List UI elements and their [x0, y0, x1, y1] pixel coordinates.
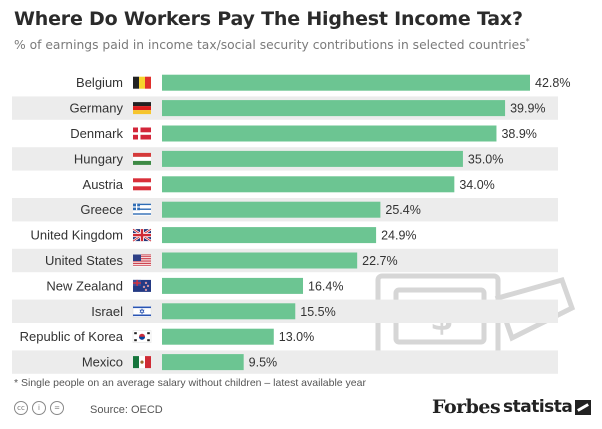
hungary-flag-icon: [133, 152, 151, 165]
chart-subtitle: % of earnings paid in income tax/social …: [14, 37, 530, 52]
category-label: New Zealand: [46, 278, 123, 293]
category-label: United Kingdom: [31, 228, 124, 243]
value-label: 9.5%: [249, 356, 278, 370]
category-label: Denmark: [70, 126, 123, 141]
creative-commons-icon[interactable]: cc: [14, 401, 28, 415]
israel-flag-icon: [132, 305, 152, 318]
category-label: Austria: [83, 177, 124, 192]
value-label: 38.9%: [501, 127, 536, 141]
bar-denmark[interactable]: [162, 125, 497, 142]
austria-flag-icon: [133, 178, 151, 191]
source-label: Source: OECD: [90, 404, 163, 416]
bar-republic-of-korea[interactable]: [162, 328, 274, 345]
value-label: 22.7%: [362, 254, 397, 268]
value-label: 16.4%: [308, 279, 343, 293]
subtitle-footnote-mark: *: [525, 37, 530, 46]
bar-united-states[interactable]: [162, 252, 358, 269]
statista-mark-icon: [575, 399, 592, 415]
category-label: United States: [45, 253, 124, 268]
license-icons: cc i =: [14, 401, 64, 415]
new-zealand-flag-icon: [133, 279, 151, 292]
bar-israel[interactable]: [162, 303, 296, 320]
bar-greece[interactable]: [162, 201, 381, 218]
value-label: 39.9%: [510, 102, 545, 116]
bar-hungary[interactable]: [162, 150, 463, 167]
value-label: 13.0%: [279, 330, 314, 344]
category-label: Belgium: [76, 75, 123, 90]
bar-united-kingdom[interactable]: [162, 227, 377, 244]
bar-austria[interactable]: [162, 176, 455, 193]
attribution-icon[interactable]: i: [32, 401, 46, 415]
korea-flag-icon: [132, 330, 152, 343]
category-label: Hungary: [74, 151, 124, 166]
value-label: 35.0%: [468, 152, 503, 166]
united-kingdom-flag-icon: [132, 228, 152, 243]
no-derivatives-icon[interactable]: =: [50, 401, 64, 415]
category-label: Mexico: [82, 355, 123, 370]
value-label: 24.9%: [381, 229, 416, 243]
value-label: 42.8%: [535, 76, 570, 90]
statista-logo-text: statista: [503, 397, 573, 417]
category-label: Israel: [91, 304, 123, 319]
bar-mexico[interactable]: [162, 354, 244, 371]
denmark-flag-icon: [133, 127, 151, 140]
united-states-flag-icon: [133, 254, 151, 267]
category-label: Republic of Korea: [20, 329, 124, 344]
footnote: * Single people on an average salary wit…: [14, 377, 366, 389]
belgium-flag-icon: [133, 76, 151, 89]
greece-flag-icon: [133, 203, 151, 216]
value-label: 34.0%: [459, 178, 494, 192]
forbes-logo[interactable]: Forbes: [432, 396, 501, 418]
chart-title: Where Do Workers Pay The Highest Income …: [14, 8, 523, 30]
category-label: Germany: [70, 101, 124, 116]
bar-germany[interactable]: [162, 100, 506, 117]
bar-belgium[interactable]: [162, 74, 530, 91]
germany-flag-icon: [133, 102, 151, 115]
statista-logo[interactable]: statista: [503, 397, 592, 417]
bar-new-zealand[interactable]: [162, 277, 304, 294]
subtitle-text: % of earnings paid in income tax/social …: [14, 38, 526, 53]
value-label: 25.4%: [385, 203, 420, 217]
mexico-flag-icon: [133, 356, 151, 369]
category-label: Greece: [80, 202, 123, 217]
value-label: 15.5%: [300, 305, 335, 319]
